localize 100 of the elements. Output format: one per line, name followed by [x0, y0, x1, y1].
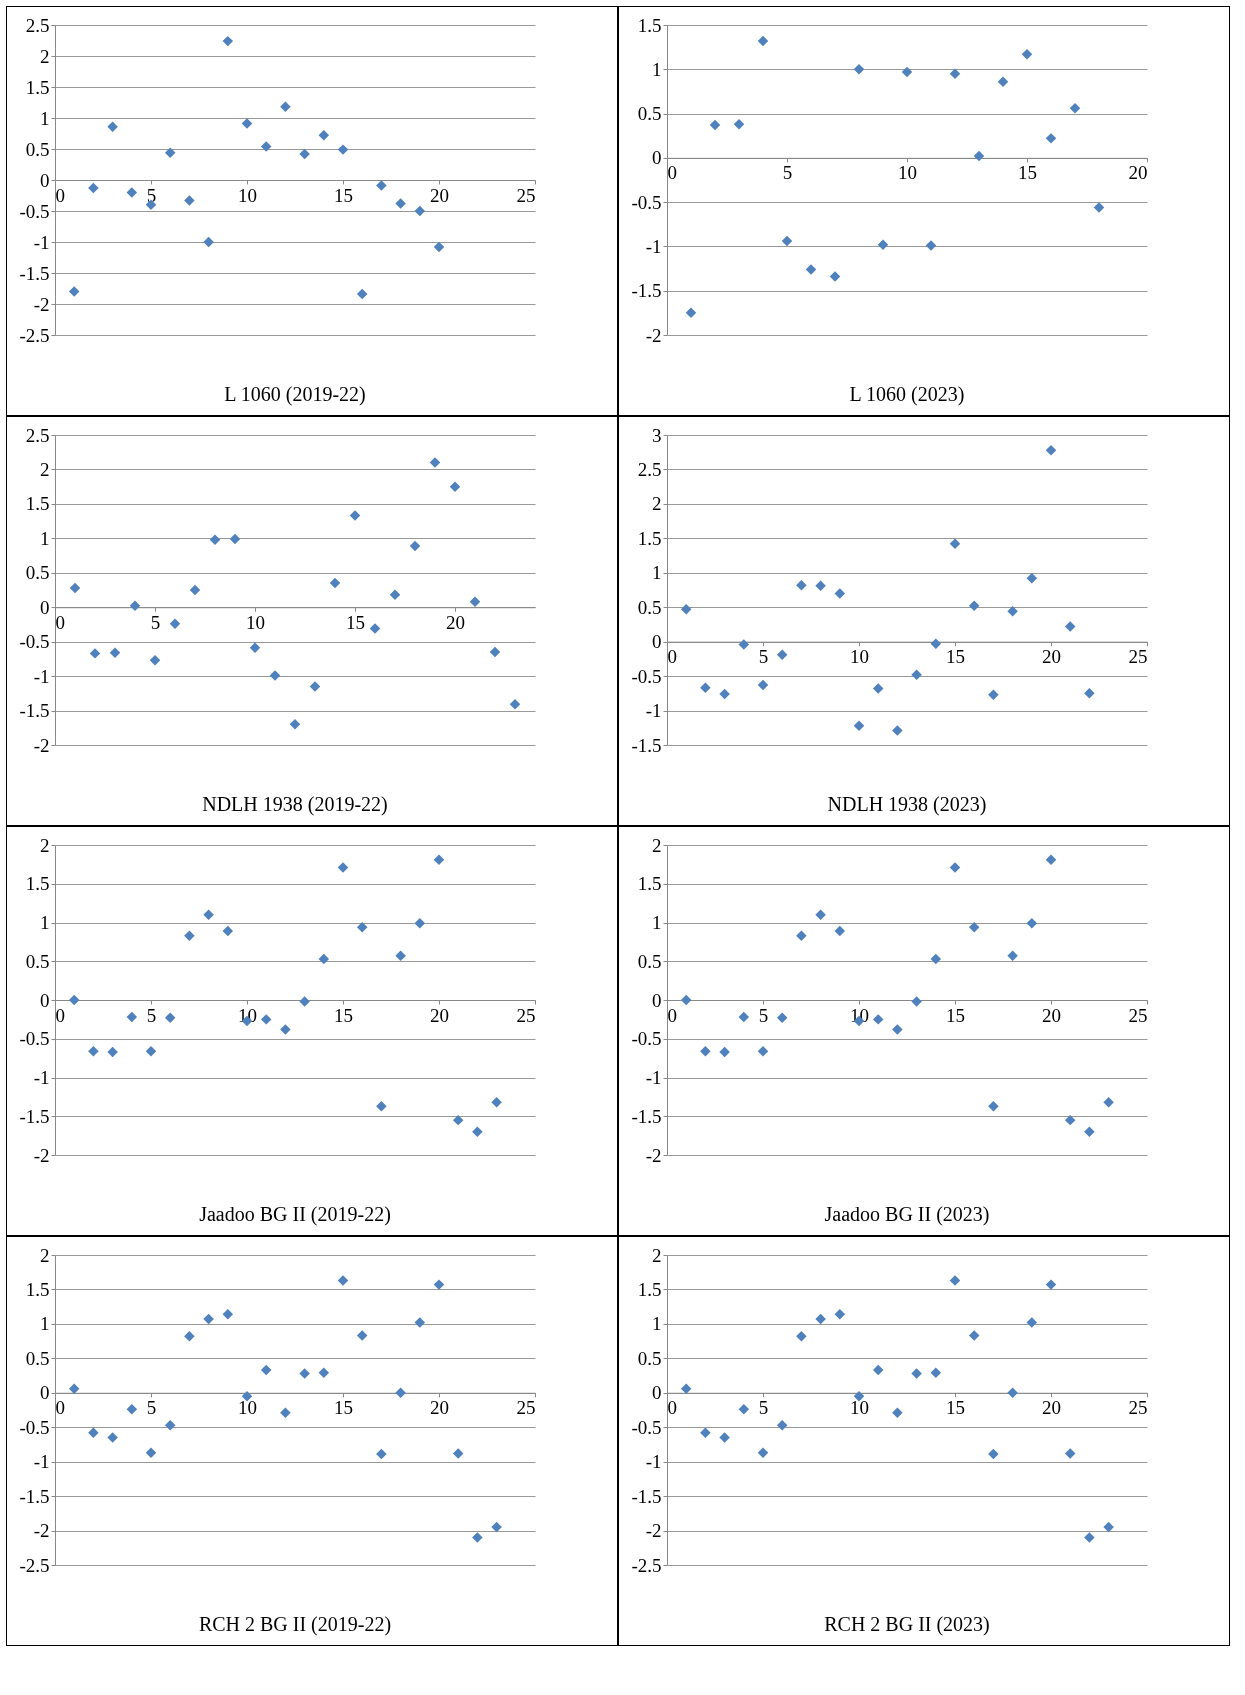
- x-tick-label: 25: [1128, 1004, 1148, 1026]
- point: [376, 1448, 387, 1460]
- x-tick-label: 20: [430, 1004, 449, 1026]
- point: [164, 1012, 176, 1024]
- y-tick-label: -2.5: [19, 324, 50, 346]
- x-tick-label: 0: [667, 162, 677, 184]
- point: [241, 1390, 253, 1402]
- point: [88, 1427, 99, 1438]
- y-tick-label: -1: [645, 235, 662, 257]
- point: [988, 1100, 999, 1112]
- point: [709, 119, 721, 131]
- point: [853, 720, 865, 731]
- point: [433, 854, 445, 865]
- point: [169, 618, 181, 629]
- point: [1007, 950, 1018, 962]
- point: [796, 579, 807, 591]
- point: [269, 670, 281, 681]
- point: [796, 930, 807, 941]
- point: [109, 647, 121, 658]
- y-tick-label: 0.5: [637, 596, 662, 618]
- x-tick-label: 20: [446, 611, 465, 633]
- y-tick-label: -2.5: [19, 1554, 50, 1576]
- y-tick-label: -1.5: [19, 262, 50, 284]
- point: [1084, 1126, 1095, 1137]
- point: [1045, 1279, 1057, 1290]
- y-tick-label: -0.5: [19, 200, 50, 222]
- point: [452, 1114, 464, 1126]
- point: [107, 1046, 118, 1058]
- point: [376, 180, 387, 191]
- x-tick-label: 0: [55, 1397, 65, 1419]
- point: [318, 1367, 330, 1379]
- y-tick-label: -1: [33, 231, 50, 253]
- point: [414, 918, 426, 929]
- point: [203, 1313, 214, 1325]
- x-tick-label: 15: [334, 1004, 353, 1026]
- point: [299, 148, 310, 160]
- point: [757, 1045, 769, 1057]
- point: [834, 925, 846, 937]
- point: [968, 600, 980, 612]
- point: [757, 35, 769, 47]
- point: [1045, 854, 1057, 865]
- point: [299, 996, 310, 1007]
- point: [409, 540, 421, 552]
- point: [911, 1368, 922, 1379]
- y-tick-label: -1.5: [19, 700, 50, 722]
- y-tick-label: -2.5: [631, 1554, 662, 1576]
- y-tick-label: -1: [645, 700, 662, 722]
- x-tick-label: 15: [346, 611, 365, 633]
- y-tick-label: -1: [645, 1067, 662, 1088]
- point: [189, 584, 201, 596]
- point: [88, 182, 99, 194]
- point: [733, 118, 745, 130]
- x-tick-label: 0: [55, 611, 65, 633]
- point: [280, 1024, 291, 1035]
- point: [472, 1532, 483, 1543]
- point: [145, 1045, 157, 1057]
- point: [260, 1014, 272, 1025]
- point: [337, 144, 349, 155]
- y-tick-label: -2: [33, 293, 50, 315]
- y-tick-label: 1: [652, 58, 662, 80]
- y-tick-label: 0: [652, 147, 662, 169]
- point: [815, 1313, 826, 1325]
- y-tick-label: -2: [645, 1520, 662, 1542]
- x-tick-label: 0: [55, 1004, 65, 1026]
- y-tick-label: -1.5: [631, 734, 662, 756]
- y-tick-label: 1.5: [25, 1278, 50, 1300]
- point: [222, 35, 234, 47]
- y-tick-label: 1.5: [25, 493, 50, 515]
- y-tick-label: -1: [33, 665, 50, 687]
- x-tick-label: 15: [946, 1397, 965, 1419]
- point: [491, 1521, 502, 1533]
- y-tick-label: 2.5: [25, 424, 50, 446]
- x-tick-label: 20: [430, 1397, 449, 1419]
- point: [395, 950, 406, 962]
- point: [164, 1419, 176, 1431]
- x-tick-label: 20: [1128, 162, 1148, 184]
- point: [719, 688, 730, 700]
- point: [107, 1432, 118, 1443]
- text: Jaadoo BG II (2019-22): [199, 1203, 391, 1226]
- point: [356, 1330, 368, 1341]
- y-tick-label: 1.5: [637, 1278, 662, 1300]
- point: [892, 1024, 903, 1035]
- point: [280, 101, 291, 113]
- point: [395, 198, 406, 209]
- point: [719, 1046, 730, 1058]
- point: [280, 1407, 291, 1418]
- point: [738, 1404, 750, 1415]
- y-tick-label: 2: [40, 45, 50, 67]
- point: [1026, 1317, 1038, 1328]
- point: [949, 68, 961, 79]
- point: [356, 288, 368, 300]
- text: L 1060 (2023): [849, 383, 965, 406]
- point: [700, 1427, 711, 1438]
- x-tick-label: 0: [667, 646, 677, 668]
- point: [1084, 1532, 1095, 1543]
- point: [930, 638, 942, 649]
- x-tick-label: 5: [150, 611, 161, 633]
- point: [369, 623, 381, 634]
- point: [1103, 1097, 1114, 1108]
- point: [1021, 48, 1033, 60]
